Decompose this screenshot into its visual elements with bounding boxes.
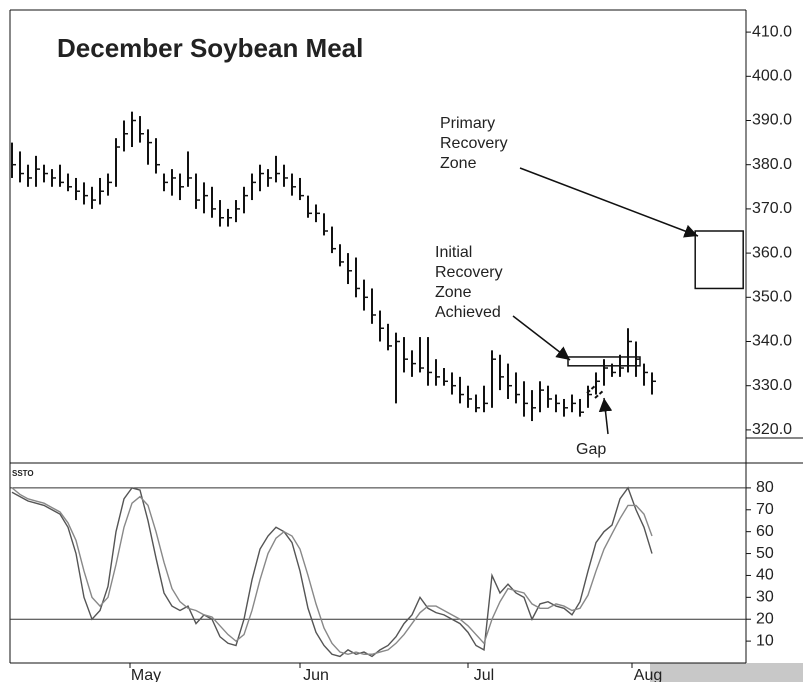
y-tick-label: 370.0 xyxy=(752,200,792,217)
zone-label: Primary xyxy=(440,115,495,132)
y-tick-label: 20 xyxy=(756,610,774,627)
zone-label: Achieved xyxy=(435,304,501,321)
x-tick-label: Aug xyxy=(634,667,662,682)
zone-label: Zone xyxy=(435,284,472,301)
zone-label: Zone xyxy=(440,155,477,172)
zone-label: Recovery xyxy=(440,135,508,152)
y-tick-label: 40 xyxy=(756,567,774,584)
y-tick-label: 50 xyxy=(756,545,774,562)
chart-title: December Soybean Meal xyxy=(57,33,363,63)
y-tick-label: 60 xyxy=(756,523,774,540)
stoch-line xyxy=(11,486,653,658)
y-tick-label: 410.0 xyxy=(752,23,792,40)
stoch-line xyxy=(11,487,653,655)
x-tick-label: Jul xyxy=(474,667,494,682)
zone-label: Initial xyxy=(435,244,472,261)
x-tick-label: Jun xyxy=(303,667,329,682)
y-tick-label: 80 xyxy=(756,479,774,496)
y-tick-label: 400.0 xyxy=(752,68,792,85)
arrow xyxy=(519,167,699,238)
y-tick-label: 10 xyxy=(756,632,774,649)
y-tick-label: 30 xyxy=(756,589,774,606)
y-tick-label: 340.0 xyxy=(752,333,792,350)
y-tick-label: 330.0 xyxy=(752,377,792,394)
zone-box xyxy=(694,230,744,290)
indicator-title: SSTO xyxy=(12,469,34,478)
zone-label: Recovery xyxy=(435,264,503,281)
scroll-area xyxy=(650,663,803,682)
zone-box xyxy=(567,356,641,367)
y-tick-label: 320.0 xyxy=(752,421,792,438)
y-tick-label: 70 xyxy=(756,501,774,518)
y-tick-label: 350.0 xyxy=(752,289,792,306)
x-tick-label: May xyxy=(131,667,161,682)
y-tick-label: 390.0 xyxy=(752,112,792,129)
gap-mark xyxy=(594,389,605,399)
arrow xyxy=(512,315,571,361)
annotation: Gap xyxy=(576,441,606,458)
y-tick-label: 380.0 xyxy=(752,156,792,173)
y-tick-label: 360.0 xyxy=(752,244,792,261)
arrow xyxy=(598,397,613,435)
